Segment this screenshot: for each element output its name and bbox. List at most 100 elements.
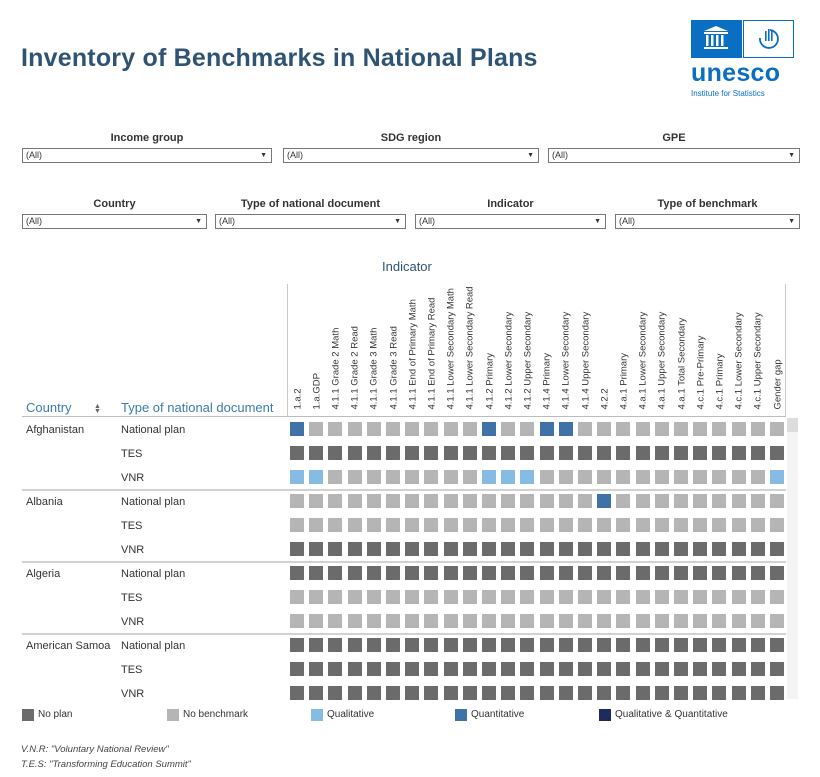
benchmark-cell[interactable] bbox=[309, 446, 324, 460]
benchmark-cell[interactable] bbox=[501, 662, 516, 676]
benchmark-cell[interactable] bbox=[578, 662, 592, 676]
scrollbar-thumb[interactable] bbox=[787, 418, 798, 432]
benchmark-cell[interactable] bbox=[501, 566, 516, 580]
benchmark-cell[interactable] bbox=[462, 614, 477, 628]
benchmark-cell[interactable] bbox=[558, 470, 573, 484]
benchmark-cell[interactable] bbox=[424, 662, 439, 676]
filter-income-dropdown[interactable]: (All) ▼ bbox=[22, 148, 272, 163]
benchmark-cell[interactable] bbox=[501, 542, 516, 556]
benchmark-cell[interactable] bbox=[520, 422, 535, 436]
benchmark-cell[interactable] bbox=[539, 542, 554, 556]
column-header[interactable]: 4.c.1 Primary bbox=[710, 285, 729, 415]
benchmark-cell[interactable] bbox=[712, 422, 727, 436]
benchmark-cell[interactable] bbox=[520, 446, 535, 460]
benchmark-cell[interactable] bbox=[347, 614, 362, 628]
filter-indicator-dropdown[interactable]: (All) ▼ bbox=[415, 214, 606, 229]
benchmark-cell[interactable] bbox=[616, 542, 631, 556]
doctype-column-header[interactable]: Type of national document bbox=[121, 400, 274, 415]
benchmark-cell[interactable] bbox=[654, 566, 669, 580]
benchmark-cell[interactable] bbox=[520, 566, 535, 580]
benchmark-cell[interactable] bbox=[770, 446, 784, 460]
benchmark-cell[interactable] bbox=[674, 470, 688, 484]
benchmark-cell[interactable] bbox=[731, 470, 746, 484]
benchmark-cell[interactable] bbox=[654, 422, 669, 436]
benchmark-cell[interactable] bbox=[616, 638, 631, 652]
benchmark-cell[interactable] bbox=[731, 542, 746, 556]
column-header[interactable]: 4.1.4 Upper Secondary bbox=[576, 285, 595, 415]
benchmark-cell[interactable] bbox=[558, 590, 573, 604]
benchmark-cell[interactable] bbox=[462, 686, 477, 700]
benchmark-cell[interactable] bbox=[712, 590, 727, 604]
benchmark-cell[interactable] bbox=[501, 422, 516, 436]
benchmark-cell[interactable] bbox=[731, 638, 746, 652]
benchmark-cell[interactable] bbox=[597, 686, 612, 700]
benchmark-cell[interactable] bbox=[462, 542, 477, 556]
benchmark-cell[interactable] bbox=[520, 590, 535, 604]
benchmark-cell[interactable] bbox=[635, 566, 650, 580]
legend-item[interactable]: Qualitative bbox=[311, 709, 374, 721]
benchmark-cell[interactable] bbox=[674, 446, 688, 460]
benchmark-cell[interactable] bbox=[424, 446, 439, 460]
filter-sdg-region-dropdown[interactable]: (All) ▼ bbox=[283, 148, 539, 163]
benchmark-cell[interactable] bbox=[328, 662, 343, 676]
benchmark-cell[interactable] bbox=[482, 614, 496, 628]
benchmark-cell[interactable] bbox=[616, 494, 631, 508]
benchmark-cell[interactable] bbox=[290, 542, 304, 556]
benchmark-cell[interactable] bbox=[558, 422, 573, 436]
benchmark-cell[interactable] bbox=[309, 470, 324, 484]
benchmark-cell[interactable] bbox=[520, 494, 535, 508]
benchmark-cell[interactable] bbox=[712, 566, 727, 580]
legend-item[interactable]: No plan bbox=[22, 709, 72, 721]
benchmark-cell[interactable] bbox=[405, 470, 420, 484]
filter-gpe-dropdown[interactable]: (All) ▼ bbox=[548, 148, 800, 163]
benchmark-cell[interactable] bbox=[482, 662, 496, 676]
benchmark-cell[interactable] bbox=[731, 686, 746, 700]
benchmark-cell[interactable] bbox=[635, 638, 650, 652]
benchmark-cell[interactable] bbox=[328, 542, 343, 556]
benchmark-cell[interactable] bbox=[731, 422, 746, 436]
benchmark-cell[interactable] bbox=[731, 446, 746, 460]
benchmark-cell[interactable] bbox=[558, 494, 573, 508]
benchmark-cell[interactable] bbox=[731, 518, 746, 532]
column-header[interactable]: 4.1.1 Lower Secondary Read bbox=[461, 285, 480, 415]
benchmark-cell[interactable] bbox=[750, 470, 765, 484]
benchmark-cell[interactable] bbox=[597, 590, 612, 604]
benchmark-cell[interactable] bbox=[654, 686, 669, 700]
benchmark-cell[interactable] bbox=[405, 422, 420, 436]
benchmark-cell[interactable] bbox=[424, 518, 439, 532]
benchmark-cell[interactable] bbox=[443, 590, 458, 604]
benchmark-cell[interactable] bbox=[693, 614, 708, 628]
benchmark-cell[interactable] bbox=[347, 422, 362, 436]
benchmark-cell[interactable] bbox=[616, 446, 631, 460]
benchmark-cell[interactable] bbox=[616, 614, 631, 628]
benchmark-cell[interactable] bbox=[654, 638, 669, 652]
benchmark-cell[interactable] bbox=[731, 566, 746, 580]
benchmark-cell[interactable] bbox=[290, 422, 304, 436]
benchmark-cell[interactable] bbox=[654, 470, 669, 484]
benchmark-cell[interactable] bbox=[558, 638, 573, 652]
benchmark-cell[interactable] bbox=[712, 542, 727, 556]
benchmark-cell[interactable] bbox=[290, 614, 304, 628]
benchmark-cell[interactable] bbox=[635, 542, 650, 556]
benchmark-cell[interactable] bbox=[328, 446, 343, 460]
benchmark-cell[interactable] bbox=[635, 590, 650, 604]
benchmark-cell[interactable] bbox=[693, 494, 708, 508]
benchmark-cell[interactable] bbox=[482, 494, 496, 508]
benchmark-cell[interactable] bbox=[539, 470, 554, 484]
filter-country-dropdown[interactable]: (All) ▼ bbox=[22, 214, 207, 229]
benchmark-cell[interactable] bbox=[558, 518, 573, 532]
benchmark-cell[interactable] bbox=[750, 590, 765, 604]
benchmark-cell[interactable] bbox=[386, 446, 400, 460]
benchmark-cell[interactable] bbox=[290, 518, 304, 532]
benchmark-cell[interactable] bbox=[386, 518, 400, 532]
vertical-scrollbar[interactable] bbox=[787, 418, 798, 699]
benchmark-cell[interactable] bbox=[462, 518, 477, 532]
unesco-logo[interactable]: unesco Institute for Statistics bbox=[691, 20, 794, 98]
column-header[interactable]: 4.1.1 Lower Secondary Math bbox=[442, 285, 461, 415]
benchmark-cell[interactable] bbox=[443, 662, 458, 676]
benchmark-cell[interactable] bbox=[712, 614, 727, 628]
benchmark-cell[interactable] bbox=[750, 542, 765, 556]
column-header[interactable]: 4.c.1 Upper Secondary bbox=[749, 285, 768, 415]
benchmark-cell[interactable] bbox=[462, 590, 477, 604]
benchmark-cell[interactable] bbox=[366, 518, 381, 532]
